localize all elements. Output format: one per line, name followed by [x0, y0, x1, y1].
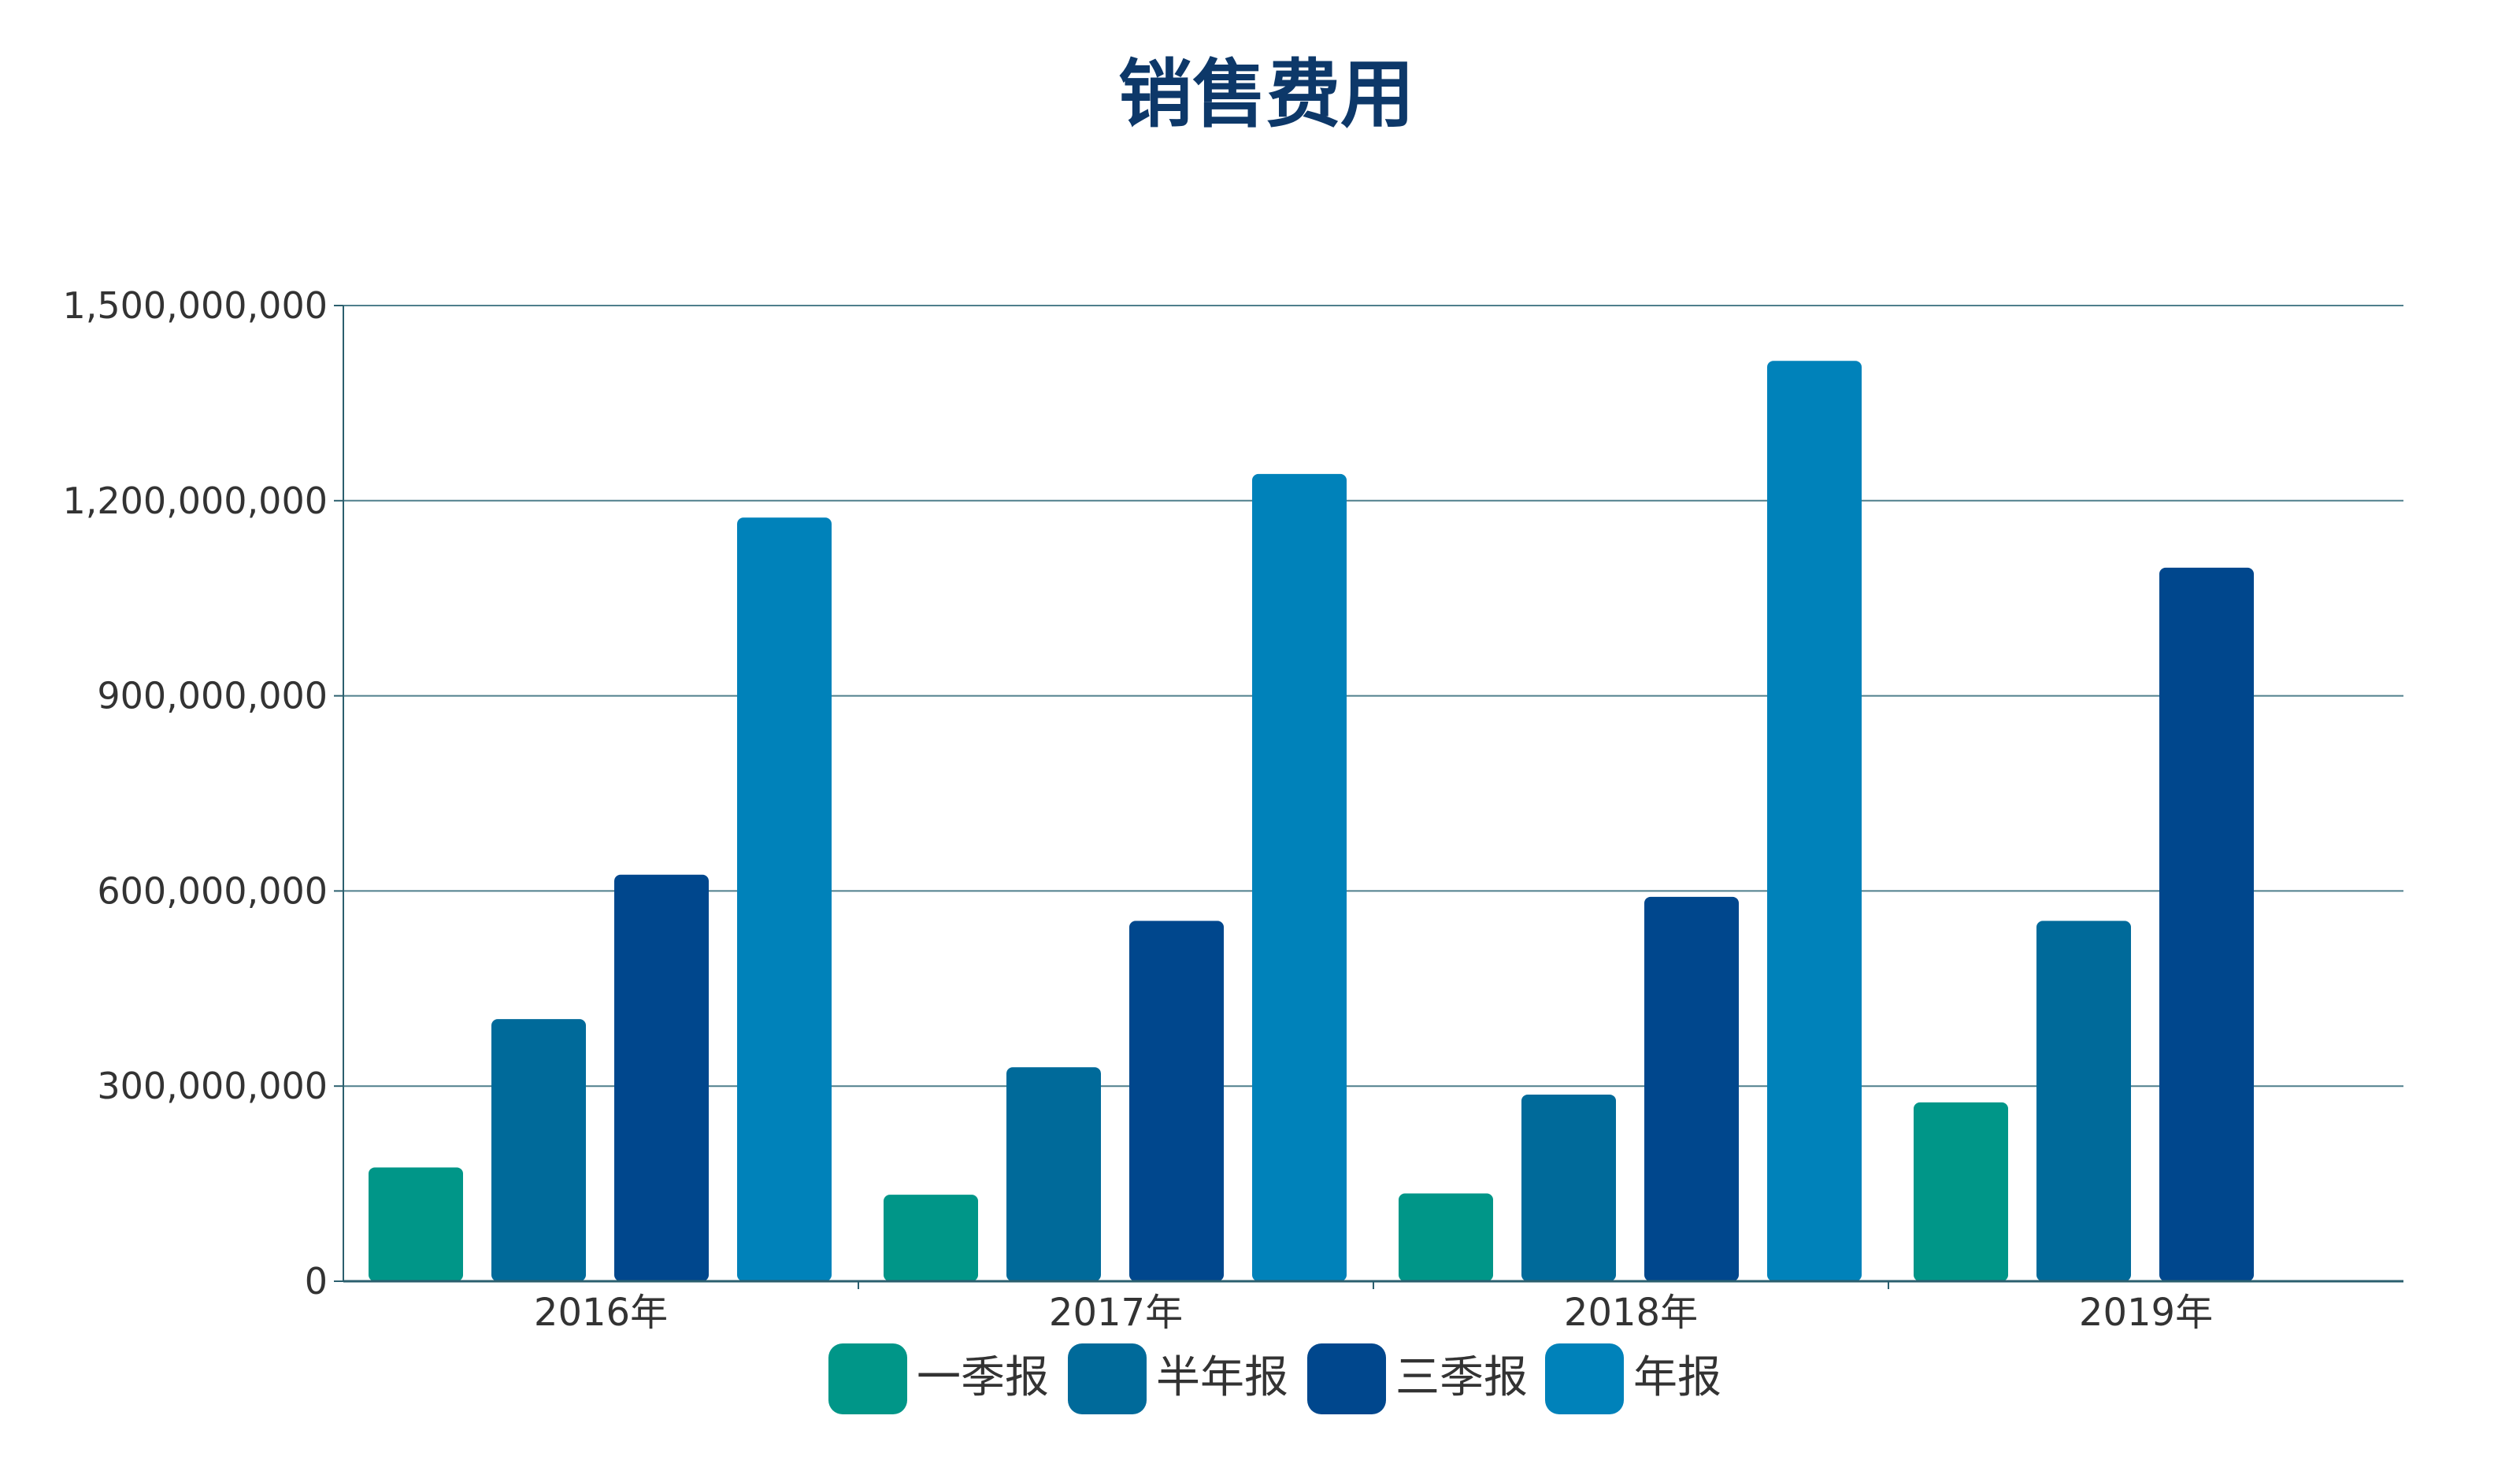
bar — [491, 1019, 586, 1281]
legend-item: 三季报 — [1307, 1343, 1528, 1414]
legend-swatch — [1545, 1343, 1624, 1414]
legend-item: 一季报 — [828, 1343, 1049, 1414]
x-tick-label: 2016年 — [534, 1291, 668, 1335]
bar — [2159, 567, 2254, 1281]
y-tick-label: 600,000,000 — [97, 869, 328, 912]
y-tick-label: 300,000,000 — [97, 1065, 328, 1107]
bar — [1914, 1102, 2008, 1281]
y-axis-ticks: 0 300,000,000 600,000,000 900,000,000 1,200,… — [62, 284, 343, 1303]
x-tick-label: 2018年 — [1564, 1291, 1698, 1335]
legend-item: 年报 — [1545, 1343, 1721, 1414]
x-axis-ticks: 2016年 2017年 2018年 2019年 — [534, 1291, 2213, 1335]
axes — [343, 306, 2403, 1289]
bar — [1767, 361, 1862, 1282]
legend-label: 三季报 — [1395, 1352, 1528, 1403]
legend: 一季报 半年报 三季报 年报 — [828, 1343, 1721, 1414]
bar — [369, 1167, 463, 1281]
bar — [884, 1195, 978, 1281]
legend-label: 年报 — [1633, 1352, 1721, 1403]
bars — [369, 361, 2254, 1282]
y-tick-label: 1,500,000,000 — [62, 284, 328, 327]
legend-swatch — [1307, 1343, 1386, 1414]
chart-title: 销售费用 — [1118, 52, 1414, 138]
y-tick-label: 900,000,000 — [97, 675, 328, 717]
bar — [737, 517, 832, 1281]
bar — [614, 874, 709, 1281]
x-tick-label: 2017年 — [1049, 1291, 1183, 1335]
legend-label: 半年报 — [1156, 1352, 1288, 1403]
y-tick-label: 0 — [305, 1260, 328, 1303]
legend-swatch — [828, 1343, 907, 1414]
legend-item: 半年报 — [1068, 1343, 1288, 1414]
bar — [1644, 896, 1739, 1281]
bar — [1252, 473, 1347, 1281]
legend-label: 一季报 — [917, 1352, 1049, 1403]
bar — [1006, 1067, 1101, 1281]
bar — [1129, 921, 1224, 1281]
bar — [1521, 1094, 1616, 1281]
legend-swatch — [1068, 1343, 1147, 1414]
bar — [1399, 1193, 1493, 1281]
y-tick-label: 1,200,000,000 — [62, 480, 328, 522]
bar — [2036, 921, 2131, 1281]
x-tick-label: 2019年 — [2079, 1291, 2213, 1335]
